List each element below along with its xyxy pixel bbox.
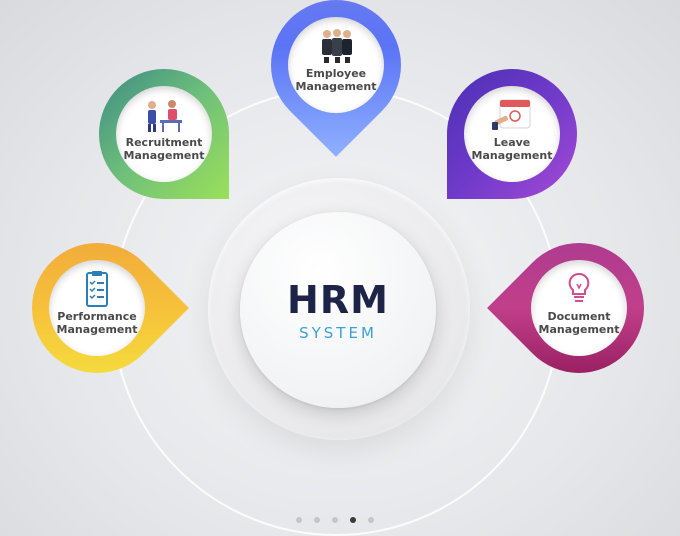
module-label: Leave Management [471,136,553,162]
clipboard-checklist-icon [86,271,108,307]
module-badge: Employee Management [288,17,384,113]
page-dot-1[interactable] [296,517,302,523]
hub-subtitle: SYSTEM [299,324,377,342]
module-badge: Leave Management [464,86,560,182]
interview-icon [148,100,182,132]
carousel-pagination [296,517,386,525]
module-badge: Recruitment Management [116,86,212,182]
module-label: Employee Management [295,67,377,93]
module-label: Recruitment Management [123,136,205,162]
lightbulb-icon [568,272,590,302]
people-icon [322,29,352,63]
module-label: Performance Management [56,310,138,336]
page-dot-4[interactable] [350,517,356,523]
calendar-icon [492,99,531,130]
page-dot-5[interactable] [368,517,374,523]
module-label: Document Management [538,310,620,336]
page-dot-3[interactable] [332,517,338,523]
module-badge: Document Management [531,260,627,356]
hub-title: HRM [287,278,389,322]
hub-center: HRM SYSTEM [240,212,436,408]
page-dot-2[interactable] [314,517,320,523]
module-badge: Performance Management [49,260,145,356]
